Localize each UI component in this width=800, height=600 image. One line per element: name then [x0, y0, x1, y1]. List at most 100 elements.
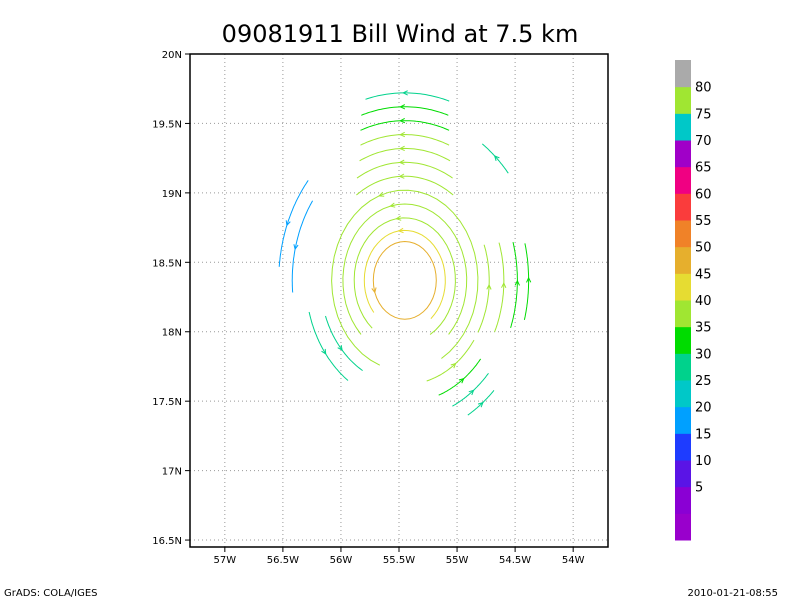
streamline: [360, 120, 450, 131]
colorbar-label: 50: [695, 241, 712, 256]
streamline: [359, 147, 451, 162]
y-tick-label: 18N: [162, 328, 182, 339]
streamline: [426, 339, 475, 382]
colorbar-swatch: [675, 326, 691, 354]
streamline-arrow: [526, 276, 532, 283]
streamline-arrow: [337, 345, 343, 352]
streamline: [438, 358, 482, 396]
streamline-arrow: [501, 282, 507, 289]
colorbar-label: 80: [695, 81, 712, 96]
x-tick-label: 54W: [562, 555, 585, 566]
streamline: [342, 203, 468, 335]
colorbar-label: 20: [695, 401, 712, 416]
streamline-arrow: [450, 362, 457, 369]
streamline-arrow: [397, 227, 404, 234]
y-tick-label: 20N: [162, 50, 182, 61]
streamline-arrow: [493, 155, 500, 161]
colorbar-label: 70: [695, 134, 712, 149]
streamline-arrow: [293, 244, 299, 251]
streamline-arrow: [399, 104, 406, 110]
footer-left: GrADS: COLA/IGES: [4, 588, 98, 599]
y-tick-label: 19N: [162, 189, 182, 200]
streamline-arrow: [477, 401, 484, 408]
colorbar-label: 25: [695, 374, 712, 389]
colorbar-swatch: [675, 140, 691, 168]
colorbar-swatch: [675, 513, 691, 541]
colorbar-label: 65: [695, 161, 712, 176]
colorbar-swatch: [675, 193, 691, 221]
streamline-arrow: [468, 389, 475, 396]
streamline-arrow: [378, 191, 385, 197]
streamline: [494, 242, 505, 333]
streamline-arrow: [389, 202, 396, 208]
streamline-arrow: [399, 131, 406, 138]
colorbar-label: 10: [695, 454, 712, 469]
colorbar: 5 10 15 20 25 30 35 40 45 50 55 60 65 70 75 80: [675, 60, 712, 541]
streamline: [353, 217, 456, 335]
streamline: [291, 200, 314, 293]
colorbar-swatch: [675, 86, 691, 114]
colorbar-label: 45: [695, 267, 712, 282]
colorbar-swatch: [675, 220, 691, 248]
streamline: [308, 311, 349, 381]
streamline: [325, 315, 363, 371]
y-tick-label: 19.5N: [152, 119, 182, 130]
colorbar-swatch: [675, 406, 691, 434]
x-tick-label: 55W: [446, 555, 469, 566]
streamline: [278, 180, 309, 267]
streamline: [365, 92, 450, 102]
colorbar-label: 35: [695, 321, 712, 336]
streamline: [372, 240, 437, 320]
y-tick-label: 17.5N: [152, 397, 182, 408]
streamline: [481, 143, 509, 174]
y-axis: 16.5N 17N 17.5N 18N 18.5N 19N 19.5N 20N: [152, 50, 190, 547]
colorbar-label: 30: [695, 347, 712, 362]
colorbar-swatch: [675, 273, 691, 301]
streamline-arrow: [514, 279, 520, 286]
colorbar-swatch: [675, 113, 691, 141]
streamline-arrow: [321, 348, 327, 355]
streamlines: [278, 90, 532, 416]
x-tick-label: 56W: [330, 555, 353, 566]
chart-title: 09081911 Bill Wind at 7.5 km: [222, 20, 579, 48]
streamline-arrow: [398, 173, 405, 179]
colorbar-label: 60: [695, 187, 712, 202]
streamline: [510, 241, 518, 329]
streamline-arrow: [486, 283, 492, 290]
x-tick-label: 55.5W: [383, 555, 415, 566]
colorbar-label: 75: [695, 107, 712, 122]
y-tick-label: 18.5N: [152, 258, 182, 269]
streamline: [356, 161, 453, 179]
colorbar-label: 5: [695, 481, 703, 496]
footer-right: 2010-01-21-08:55: [687, 588, 778, 599]
streamline: [467, 390, 495, 416]
x-tick-label: 54.5W: [499, 555, 531, 566]
streamline-arrow: [399, 117, 406, 124]
colorbar-swatch: [675, 460, 691, 488]
colorbar-swatch: [675, 60, 691, 88]
streamline: [356, 175, 454, 196]
x-tick-label: 56.5W: [267, 555, 299, 566]
grid-lines: [190, 53, 608, 547]
y-tick-label: 17N: [162, 467, 182, 478]
colorbar-label: 40: [695, 294, 712, 309]
colorbar-swatch: [675, 300, 691, 328]
streamline-arrow: [285, 220, 291, 227]
colorbar-swatch: [675, 433, 691, 461]
streamline-arrow: [395, 215, 402, 221]
plot-frame: [189, 53, 609, 548]
streamline: [360, 133, 450, 146]
colorbar-label: 15: [695, 427, 712, 442]
streamline-arrow: [398, 145, 405, 152]
x-tick-label: 57W: [214, 555, 237, 566]
streamline-arrow: [402, 90, 408, 96]
streamline: [477, 244, 490, 333]
y-tick-label: 16.5N: [152, 536, 182, 547]
colorbar-swatch: [675, 380, 691, 408]
streamline: [523, 243, 530, 321]
streamline: [452, 372, 489, 407]
colorbar-swatch: [675, 166, 691, 194]
colorbar-swatch: [675, 246, 691, 274]
streamline: [331, 189, 479, 366]
